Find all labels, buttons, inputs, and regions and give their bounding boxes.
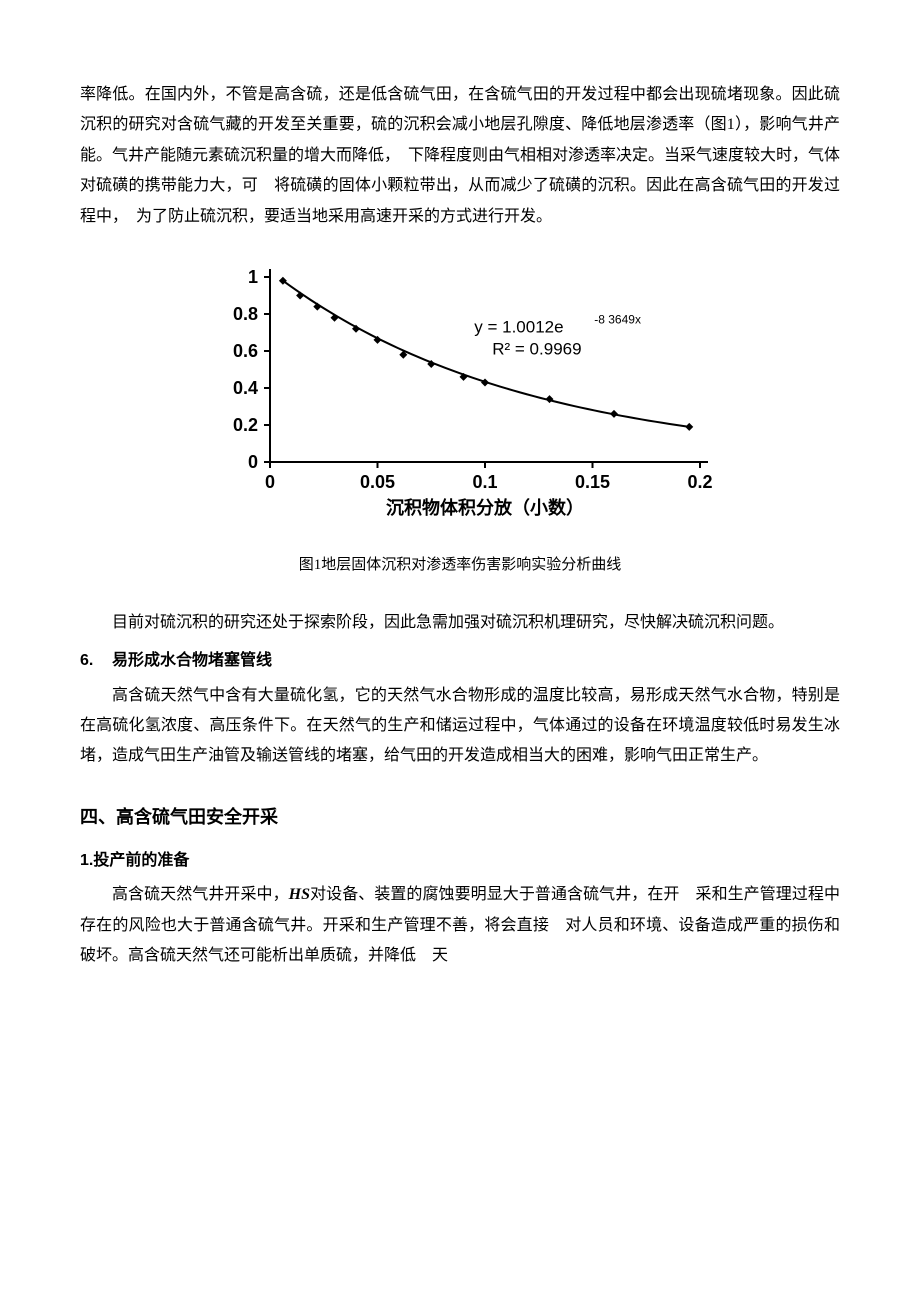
subsection-4-1-heading: 1.投产前的准备 [80,846,840,876]
subsection-4-1-title: 投产前的准备 [93,852,189,869]
svg-text:0.2: 0.2 [233,415,258,435]
intro-paragraph: 率降低。在国内外，不管是高含硫，还是低含硫气田，在含硫气田的开发过程中都会出现硫… [80,80,840,232]
section-4-heading: 四、高含硫气田安全开采 [80,800,840,834]
chart-svg: 0 0.05 0.1 0.15 0.2 0 0.2 0.4 0.6 0.8 1 沉积物体积分放（小数）… [200,262,720,522]
svg-text:0.1: 0.1 [472,472,497,492]
svg-text:0.2: 0.2 [687,472,712,492]
subsection-6-number: 6. [80,646,112,676]
subsection-4-1-number: 1. [80,852,93,869]
post-chart-paragraph: 目前对硫沉积的研究还处于探索阶段，因此急需加强对硫沉积机理研究，尽快解决硫沉积问… [80,608,840,638]
svg-text:沉积物体积分放（小数）: 沉积物体积分放（小数） [386,497,584,518]
svg-text:0.05: 0.05 [360,472,395,492]
subsection-4-1-paragraph: 高含硫天然气井开采中，HS对设备、装置的腐蚀要明显大于普通含硫气井，在开 采和生… [80,880,840,971]
figure-1-chart: 0 0.05 0.1 0.15 0.2 0 0.2 0.4 0.6 0.8 1 沉积物体积分放（小数）… [200,262,720,533]
svg-text:1: 1 [248,267,258,287]
svg-text:y = 1.0012e: y = 1.0012e [474,317,563,336]
subsection-6-paragraph: 高含硫天然气中含有大量硫化氢，它的天然气水合物形成的温度比较高，易形成天然气水合… [80,681,840,772]
figure-1-caption: 图1地层固体沉积对渗透率伤害影响实验分析曲线 [80,551,840,580]
svg-text:-8 3649x: -8 3649x [594,312,641,326]
hs-symbol: HS [289,886,310,903]
svg-text:0.15: 0.15 [575,472,610,492]
subsection-6-title: 易形成水合物堵塞管线 [112,652,272,669]
svg-text:R² = 0.9969: R² = 0.9969 [492,339,581,358]
svg-text:0: 0 [248,452,258,472]
svg-text:0.6: 0.6 [233,341,258,361]
sub41-text-before: 高含硫天然气井开采中， [112,886,289,903]
svg-text:0: 0 [265,472,275,492]
svg-text:0.8: 0.8 [233,304,258,324]
subsection-6-heading: 6.易形成水合物堵塞管线 [80,646,840,676]
svg-text:0.4: 0.4 [233,378,258,398]
